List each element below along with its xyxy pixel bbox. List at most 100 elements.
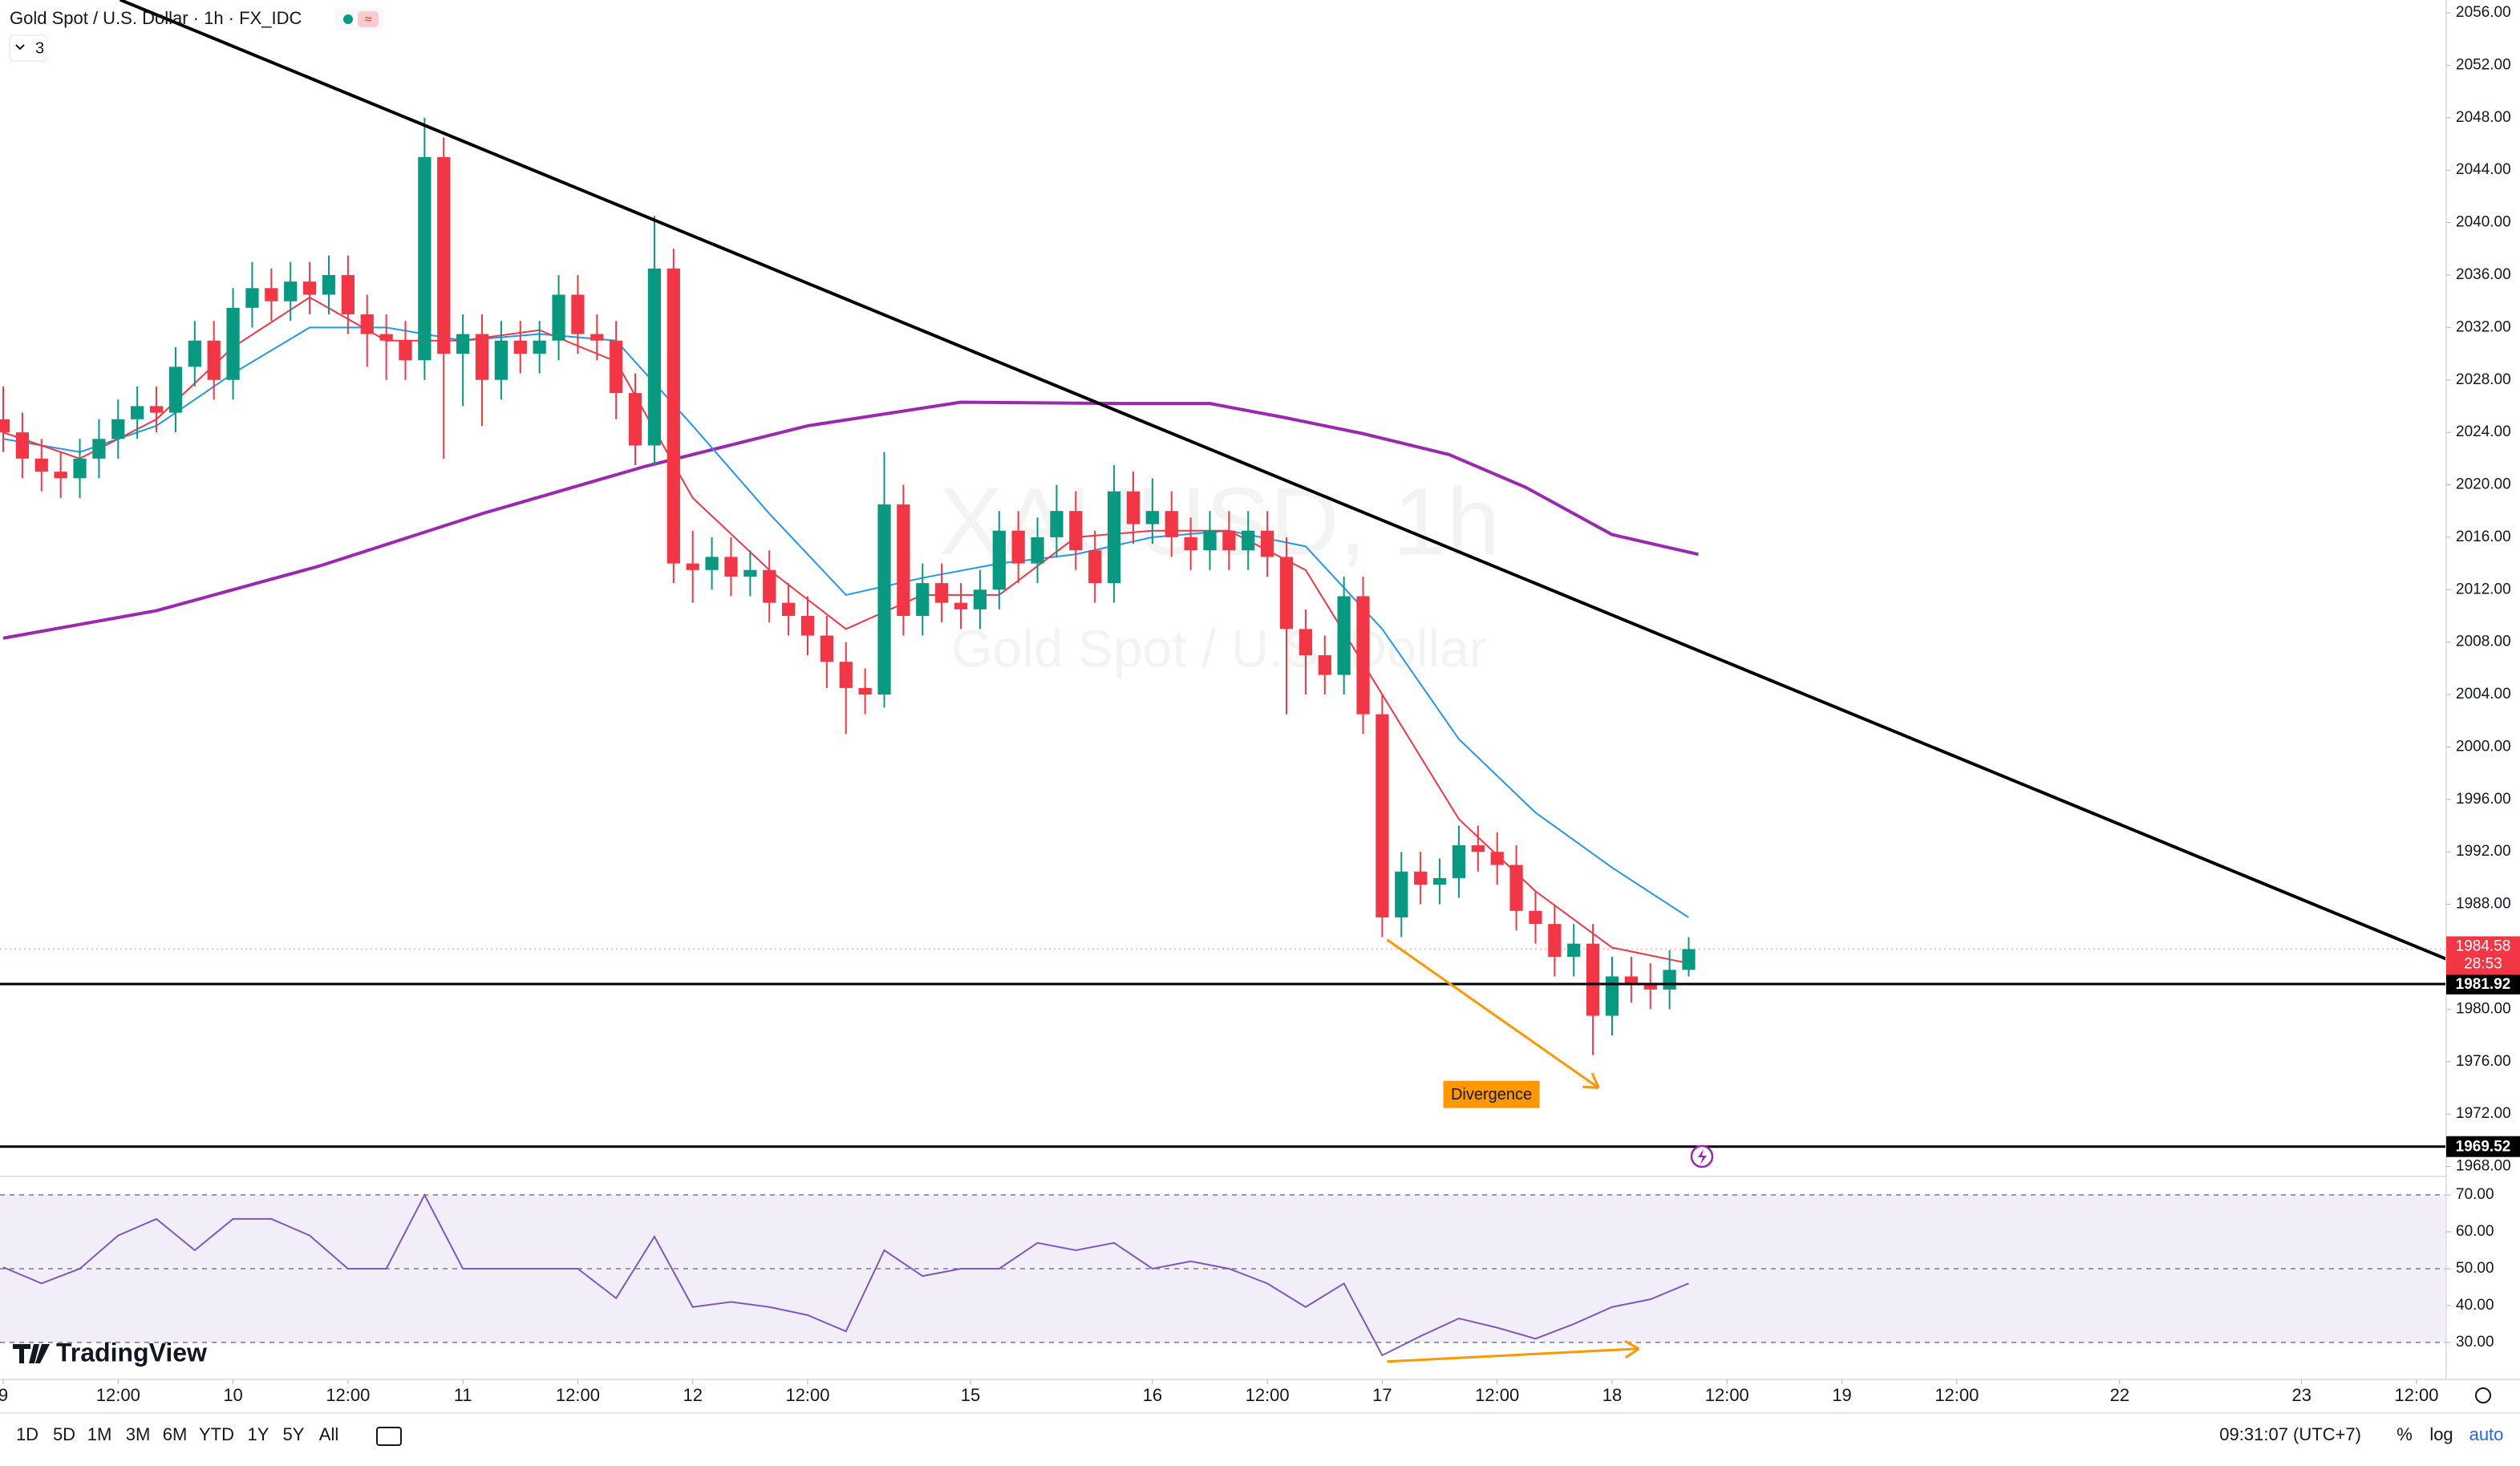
candle-body bbox=[610, 340, 623, 394]
arrow-head bbox=[1582, 1072, 1600, 1089]
y-tick-label: 2008.00 bbox=[2456, 634, 2511, 650]
candle-body bbox=[1471, 845, 1485, 852]
y-tick-label: 2048.00 bbox=[2456, 109, 2511, 126]
rsi-tick-label: 30.00 bbox=[2456, 1334, 2494, 1351]
range-button[interactable]: 6M bbox=[163, 1424, 188, 1444]
moving-average bbox=[2, 326, 1690, 918]
y-tick-label: 2032.00 bbox=[2456, 318, 2511, 335]
candle-body bbox=[1126, 491, 1140, 524]
candle-body bbox=[226, 307, 240, 380]
candle-body bbox=[1490, 852, 1504, 865]
candle-body bbox=[1050, 511, 1064, 537]
candle-body bbox=[379, 334, 393, 341]
candle-body bbox=[92, 439, 106, 459]
candle-body bbox=[456, 334, 470, 354]
range-button[interactable]: 1M bbox=[87, 1424, 112, 1444]
axes: 1981.92 1969.52 2056.00 2052.00 2048.00 2044.… bbox=[0, 4, 2520, 1405]
trendline bbox=[119, 0, 2446, 961]
y-tick-label: 2040.00 bbox=[2456, 214, 2511, 231]
x-tick-label: 12:00 bbox=[1705, 1385, 1749, 1405]
candle-body bbox=[437, 156, 451, 354]
candle-body bbox=[1088, 550, 1102, 584]
candle-body bbox=[935, 583, 949, 603]
candle-body bbox=[1107, 491, 1121, 584]
x-tick-label: 18 bbox=[1602, 1385, 1622, 1405]
range-button[interactable]: 5D bbox=[53, 1424, 75, 1444]
level-tag bbox=[2446, 1136, 2520, 1157]
x-tick-label: 12:00 bbox=[96, 1385, 140, 1405]
candle-body bbox=[1337, 596, 1351, 675]
watermark-name: Gold Spot / U.S. Dollar bbox=[951, 618, 1487, 678]
candle-body bbox=[992, 530, 1006, 590]
y-tick-label: 1980.00 bbox=[2456, 1000, 2511, 1017]
chevron-icon bbox=[15, 44, 25, 51]
level-tag-label: 1969.52 bbox=[2456, 1139, 2511, 1156]
candle-body bbox=[800, 615, 815, 636]
range-button[interactable]: 5Y bbox=[283, 1424, 305, 1444]
percent-toggle[interactable]: % bbox=[2396, 1424, 2413, 1444]
candle-body bbox=[15, 432, 30, 459]
moving-average bbox=[2, 296, 1689, 965]
y-tick-label: 1996.00 bbox=[2456, 791, 2511, 808]
event-icon bbox=[1698, 1149, 1707, 1164]
x-tick-label: 12:00 bbox=[1935, 1385, 1979, 1405]
settings-button[interactable] bbox=[2475, 1387, 2491, 1403]
candle-body bbox=[207, 340, 221, 380]
y-tick-label: 2024.00 bbox=[2456, 423, 2511, 440]
candle-body bbox=[552, 294, 565, 341]
range-button[interactable]: 1Y bbox=[248, 1424, 269, 1444]
candle-body bbox=[1567, 943, 1581, 958]
candle-body bbox=[1184, 537, 1197, 551]
candle-body bbox=[1643, 982, 1657, 990]
clock[interactable]: 09:31:07 (UTC+7) bbox=[2219, 1424, 2361, 1444]
candle-body bbox=[284, 281, 298, 302]
range-button[interactable]: All bbox=[319, 1424, 338, 1444]
market-open-dot bbox=[343, 14, 353, 24]
candle-body bbox=[1165, 511, 1178, 537]
y-tick-label: 1992.00 bbox=[2456, 843, 2511, 860]
y-tick-label: 2012.00 bbox=[2456, 581, 2511, 597]
date-range-button[interactable] bbox=[376, 1427, 402, 1446]
candle-body bbox=[1682, 949, 1696, 970]
branding: TradingView bbox=[13, 1338, 207, 1367]
log-toggle[interactable]: log bbox=[2429, 1424, 2453, 1444]
auto-toggle[interactable]: auto bbox=[2469, 1424, 2504, 1444]
candle-body bbox=[1432, 877, 1447, 885]
candle-body bbox=[1509, 865, 1523, 911]
moving-average bbox=[2, 400, 1699, 640]
candle-body bbox=[494, 340, 508, 380]
x-tick-label: 12:00 bbox=[2394, 1385, 2438, 1405]
candle-body bbox=[571, 294, 585, 334]
candle-body bbox=[1031, 537, 1044, 564]
y-tick-label: 1968.00 bbox=[2456, 1158, 2511, 1175]
y-tick-label: 2004.00 bbox=[2456, 686, 2511, 703]
main-pane: XAUUSD, 1h Gold Spot / U.S. Dollar Diver… bbox=[0, 0, 2446, 1148]
x-tick-label: 12:00 bbox=[1475, 1385, 1519, 1405]
candle-body bbox=[1375, 714, 1389, 917]
y-tick-label: 2044.00 bbox=[2456, 161, 2511, 178]
candle-body bbox=[1298, 629, 1313, 656]
header: Gold Spot / U.S. Dollar · 1h · FX_IDC ≈ … bbox=[9, 8, 383, 62]
x-tick-label: 19 bbox=[1832, 1385, 1851, 1405]
rsi-pane bbox=[0, 1194, 2446, 1343]
annotation-label: Divergence bbox=[1451, 1086, 1532, 1104]
candle-body bbox=[34, 458, 48, 472]
range-button[interactable]: YTD bbox=[199, 1424, 234, 1444]
last-price-label: 1984.58 bbox=[2456, 938, 2511, 955]
x-tick-label: 10 bbox=[223, 1385, 242, 1405]
range-button[interactable]: 1D bbox=[16, 1424, 38, 1444]
candle-body bbox=[686, 563, 699, 570]
logo-text: TradingView bbox=[56, 1338, 207, 1367]
candle-body bbox=[360, 314, 374, 334]
rsi-line bbox=[2, 1193, 1689, 1357]
candle-body bbox=[322, 274, 336, 295]
y-tick-label: 2036.00 bbox=[2456, 266, 2511, 283]
range-button[interactable]: 3M bbox=[126, 1424, 151, 1444]
delay-icon: ≈ bbox=[365, 13, 372, 26]
indicators-toggle[interactable] bbox=[9, 34, 47, 62]
x-tick-label: 23 bbox=[2291, 1385, 2311, 1405]
candle-body bbox=[54, 472, 67, 479]
candle-body bbox=[781, 602, 796, 616]
candle-body bbox=[763, 569, 776, 603]
